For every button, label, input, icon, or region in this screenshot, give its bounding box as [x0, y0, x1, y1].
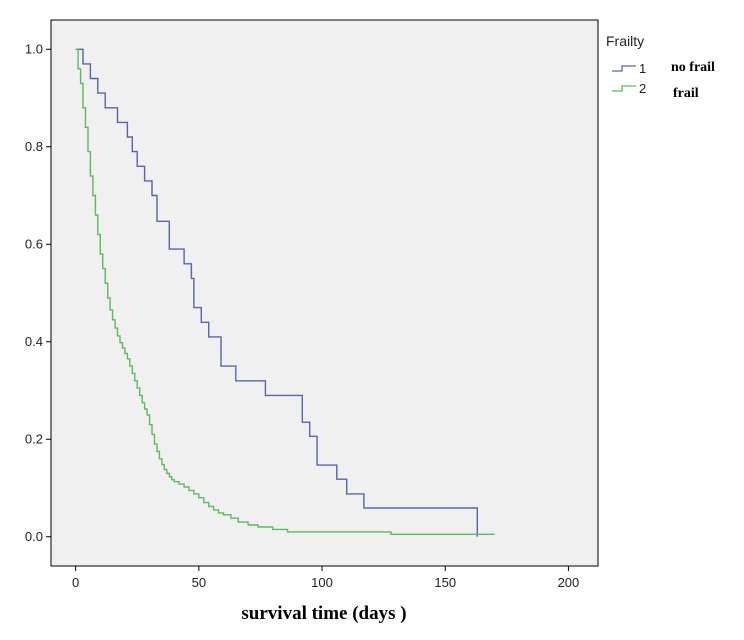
legend-code-2: 2: [639, 81, 646, 96]
legend-annotation-1: no frail: [671, 60, 715, 75]
legend-swatch-1: [612, 65, 636, 72]
series-line-2: [75, 48, 495, 535]
series-layer: [75, 48, 495, 537]
y-tick-label: 0.6: [25, 236, 43, 251]
legend-entry-2: 2 frail: [612, 81, 699, 101]
x-tick-label: 50: [192, 575, 206, 590]
legend-title: Frailty: [606, 33, 644, 49]
legend-entry-1: 1 no frail: [612, 60, 715, 76]
legend-swatch-2: [612, 85, 636, 92]
x-tick-label: 100: [311, 575, 333, 590]
y-tick-label: 0.0: [25, 529, 43, 544]
plot-area: [50, 19, 599, 567]
legend-annotation-2: frail: [673, 86, 699, 101]
y-tick-label: 0.4: [25, 334, 43, 349]
legend: Frailty 1 no frail 2 frail: [606, 33, 715, 101]
legend-code-1: 1: [639, 61, 646, 76]
y-tick-label: 0.8: [25, 139, 43, 154]
y-tick-label: 0.2: [25, 431, 43, 446]
y-tick-label: 1.0: [25, 41, 43, 56]
x-tick-label: 150: [434, 575, 456, 590]
series-line-1: [75, 48, 478, 537]
x-tick-label: 200: [558, 575, 580, 590]
x-tick-label: 0: [72, 575, 79, 590]
axis-ticks: 0 50 100 150 200 0.0 0.2 0.4 0.6 0.8 1.0: [25, 41, 579, 590]
x-axis-title: survival time (days ): [241, 603, 406, 624]
